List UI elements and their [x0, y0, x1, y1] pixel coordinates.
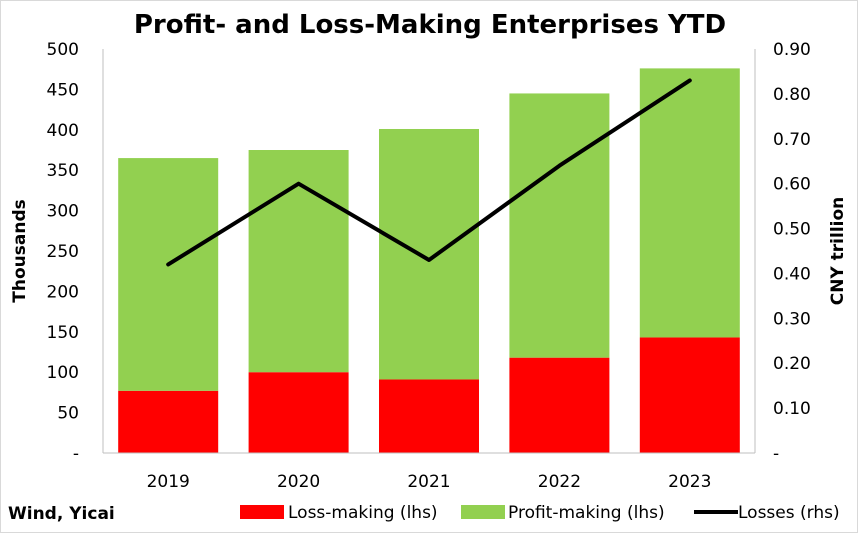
bars-layer	[118, 68, 740, 453]
y-tick-label: 200	[47, 282, 79, 302]
line-layer	[166, 78, 692, 267]
y-tick-label: 400	[47, 121, 79, 141]
bar-loss-making-2019	[118, 390, 219, 453]
x-tick-label: 2023	[668, 472, 711, 492]
y-tick-label: 300	[47, 202, 79, 222]
y-tick-label: 150	[47, 323, 79, 343]
legend: Loss-making (lhs) Profit-making (lhs) Loss…	[240, 503, 840, 523]
chart-title: Profit- and Loss-Making Enterprises YTD	[133, 10, 727, 40]
y2-tick-label: 0.40	[773, 264, 811, 284]
bar-loss-making-2022	[509, 357, 610, 453]
y-tick-label: 500	[47, 40, 79, 60]
legend-label-0: Loss-making (lhs)	[288, 503, 438, 523]
y2-axis-title: CNY trillion	[828, 197, 848, 306]
y2-tick-label: 0.60	[773, 175, 811, 195]
y-tick-label: 450	[47, 80, 79, 100]
y-axis-title: Thousands	[10, 199, 30, 302]
bar-loss-making-2023	[639, 337, 740, 453]
legend-swatch-1	[461, 505, 505, 519]
y-tick-label: 250	[47, 242, 79, 262]
axes-layer: - 50 100 150 200 250 300 350 400 450 500 - 0.10 0.20 0…	[10, 40, 848, 492]
bar-profit-making-2022	[509, 93, 610, 358]
y2-tick-label: 0.50	[773, 220, 811, 240]
bar-loss-making-2021	[379, 379, 479, 453]
bar-profit-making-2023	[639, 68, 740, 338]
x-tick-label: 2022	[538, 472, 581, 492]
bar-loss-making-2020	[248, 372, 349, 453]
y2-tick-label: 0.80	[773, 85, 811, 105]
x-tick-label: 2019	[147, 472, 190, 492]
source-note: Wind, Yicai	[8, 504, 115, 524]
bar-profit-making-2021	[379, 128, 479, 380]
bar-profit-making-2019	[118, 158, 219, 391]
y2-tick-label: -	[773, 444, 779, 464]
y-tick-label: 100	[47, 363, 79, 383]
legend-label-2: Losses (rhs)	[738, 503, 840, 523]
y-tick-label: 50	[57, 404, 79, 424]
y2-tick-label: 0.70	[773, 130, 811, 150]
y2-tick-label: 0.10	[773, 399, 811, 419]
y2-tick-label: 0.90	[773, 40, 811, 60]
y-tick-label: 350	[47, 161, 79, 181]
x-tick-label: 2021	[407, 472, 450, 492]
legend-swatch-0	[240, 505, 284, 519]
bar-profit-making-2020	[248, 150, 349, 373]
y-tick-label: -	[73, 444, 79, 464]
y2-tick-label: 0.30	[773, 309, 811, 329]
y2-tick-label: 0.20	[773, 354, 811, 374]
x-tick-label: 2020	[277, 472, 320, 492]
legend-label-1: Profit-making (lhs)	[508, 503, 665, 523]
